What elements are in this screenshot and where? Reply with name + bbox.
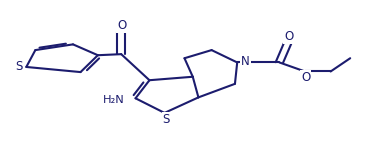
Text: S: S bbox=[15, 60, 22, 73]
Text: H₂N: H₂N bbox=[103, 95, 125, 105]
Text: N: N bbox=[241, 55, 250, 68]
Text: O: O bbox=[284, 30, 293, 43]
Text: O: O bbox=[117, 19, 126, 33]
Text: S: S bbox=[163, 113, 170, 126]
Text: O: O bbox=[301, 71, 310, 84]
